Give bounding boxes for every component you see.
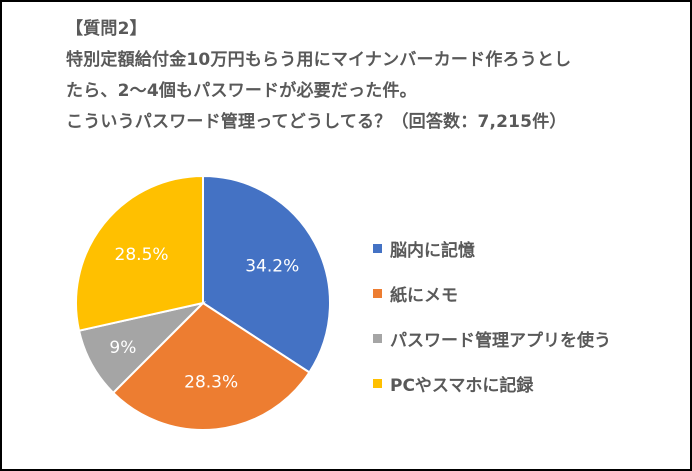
legend-swatch-yellow — [373, 379, 382, 388]
pie-data-label: 28.3% — [184, 372, 238, 392]
legend: 脳内に記憶 紙にメモ パスワード管理アプリを使う PCやスマホに記録 — [373, 226, 611, 406]
pie-slices — [75, 174, 331, 431]
title-line-4: こういうパスワード管理ってどうしてる？（回答数：7,215件） — [66, 112, 567, 132]
chart-title: 【質問2】 特別定額給付金10万円もらう用にマイナンバーカード作ろうとし たら、… — [66, 14, 571, 138]
legend-item-device: PCやスマホに記録 — [373, 361, 611, 406]
title-line-2: 特別定額給付金10万円もらう用にマイナンバーカード作ろうとし — [66, 50, 572, 70]
legend-swatch-gray — [373, 334, 382, 343]
pie-data-label: 34.2% — [245, 257, 299, 277]
pie-data-label: 9% — [109, 338, 136, 358]
legend-swatch-orange — [373, 289, 382, 298]
title-line-3: たら、2〜4個もパスワードが必要だった件。 — [66, 81, 417, 101]
legend-swatch-blue — [373, 244, 382, 253]
legend-item-paper: 紙にメモ — [373, 271, 611, 316]
pie-data-labels: 34.2% 28.3% 9% 28.5% — [109, 245, 299, 393]
legend-item-app: パスワード管理アプリを使う — [373, 316, 611, 361]
title-line-1: 【質問2】 — [66, 19, 147, 39]
legend-label: PCやスマホに記録 — [390, 376, 534, 396]
legend-label: 紙にメモ — [390, 286, 458, 306]
legend-label: 脳内に記憶 — [390, 241, 475, 261]
legend-label: パスワード管理アプリを使う — [390, 331, 611, 351]
pie-slice — [75, 174, 204, 332]
legend-item-brain: 脳内に記憶 — [373, 226, 611, 271]
pie-slice — [111, 301, 311, 431]
pie-data-label: 28.5% — [115, 245, 169, 265]
